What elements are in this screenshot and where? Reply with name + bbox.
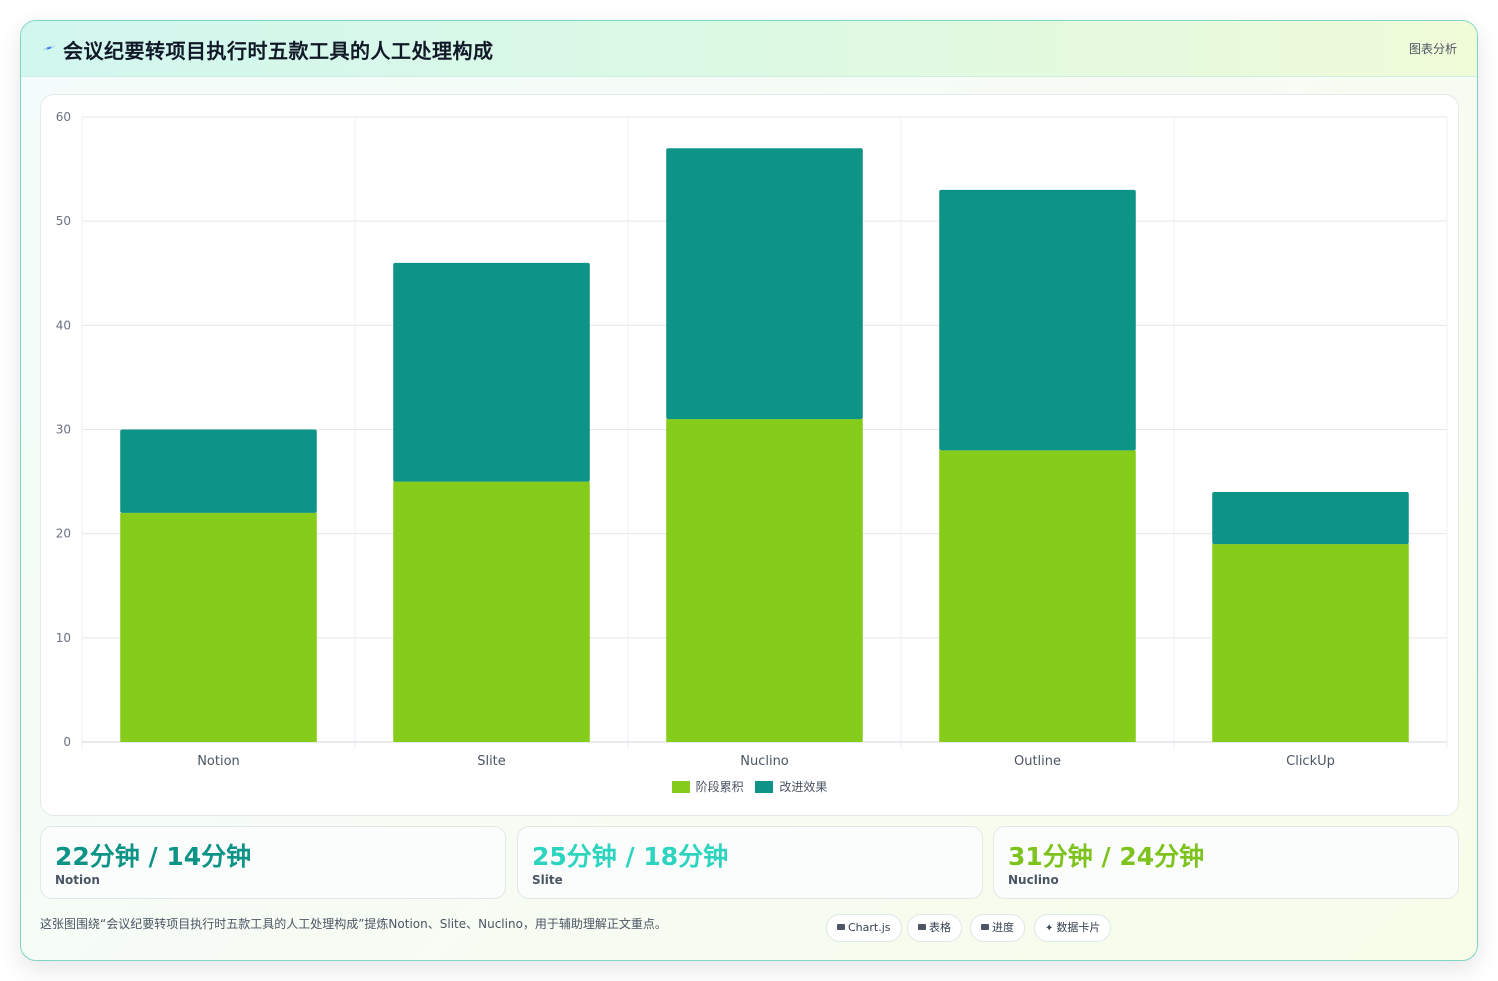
chip-label: 数据卡片 bbox=[1056, 921, 1101, 934]
stat-card-notion: 22分钟 / 14分钟 Notion bbox=[40, 826, 506, 899]
x-tick-label: Notion bbox=[197, 754, 240, 769]
stat-label: Nuclino bbox=[1008, 873, 1059, 887]
table-icon bbox=[918, 924, 926, 930]
stacked-bar-chart: 0 10 20 30 40 50 60 Notion Slite Nuclino Outline Cl… bbox=[56, 110, 1448, 769]
y-tick-label: 60 bbox=[56, 110, 71, 124]
progress-icon bbox=[981, 924, 989, 930]
bar-clickup-series-2 bbox=[1212, 492, 1409, 545]
legend-swatch bbox=[755, 781, 774, 793]
legend-label: 改进效果 bbox=[779, 780, 828, 794]
y-tick-label: 40 bbox=[56, 318, 71, 332]
x-tick-label: Outline bbox=[1014, 754, 1061, 769]
spark-icon bbox=[42, 45, 56, 51]
bar-outline-series-2 bbox=[939, 189, 1136, 451]
bar-notion-series-2 bbox=[120, 429, 317, 513]
stat-value: 25分钟 / 18分钟 bbox=[532, 842, 729, 871]
chip-chartjs[interactable]: Chart.js bbox=[826, 914, 902, 942]
chip-data-cards[interactable]: ✦ 数据卡片 bbox=[1034, 914, 1112, 942]
stat-label: Notion bbox=[55, 873, 100, 887]
y-tick-label: 50 bbox=[56, 214, 71, 228]
chip-label: Chart.js bbox=[848, 921, 891, 934]
y-tick-label: 30 bbox=[56, 423, 71, 437]
stat-card-slite: 25分钟 / 18分钟 Slite bbox=[517, 826, 983, 899]
bar-slite-series-2 bbox=[393, 262, 590, 482]
footer-note: 这张图围绕“会议纪要转项目执行时五款工具的人工处理构成”提炼Notion、Sli… bbox=[40, 917, 667, 931]
page-title: 会议纪要转项目执行时五款工具的人工处理构成 bbox=[63, 39, 494, 63]
header: 会议纪要转项目执行时五款工具的人工处理构成 图表分析 bbox=[21, 21, 1477, 77]
bar-slite-series-1 bbox=[393, 481, 590, 742]
chart-card: 0 10 20 30 40 50 60 Notion Slite Nuclino Outline Cl… bbox=[40, 94, 1459, 816]
stat-value: 22分钟 / 14分钟 bbox=[55, 842, 252, 871]
legend-swatch bbox=[671, 781, 690, 793]
bar-notion-series-1 bbox=[120, 512, 317, 742]
x-tick-label: ClickUp bbox=[1286, 754, 1335, 769]
sparkle-icon: ✦ bbox=[1045, 923, 1054, 934]
chart-legend: 阶段累积 改进效果 bbox=[41, 778, 1458, 795]
chip-label: 表格 bbox=[929, 921, 951, 934]
stat-label: Slite bbox=[532, 873, 563, 887]
stat-card-nuclino: 31分钟 / 24分钟 Nuclino bbox=[993, 826, 1459, 899]
bar-outline-series-1 bbox=[939, 450, 1136, 742]
y-tick-label: 0 bbox=[63, 735, 71, 749]
header-tag: 图表分析 bbox=[1408, 42, 1457, 56]
legend-item-series-a[interactable]: 阶段累积 bbox=[671, 778, 744, 795]
x-tick-label: Slite bbox=[477, 754, 506, 769]
bar-nuclino-series-1 bbox=[666, 419, 863, 742]
app-window: 会议纪要转项目执行时五款工具的人工处理构成 图表分析 0 10 20 30 40 50 60… bbox=[20, 20, 1478, 961]
x-tick-label: Nuclino bbox=[740, 754, 789, 769]
chip-progress[interactable]: 进度 bbox=[970, 914, 1025, 942]
chip-label: 进度 bbox=[992, 921, 1014, 934]
stat-value: 31分钟 / 24分钟 bbox=[1008, 842, 1205, 871]
chart-icon bbox=[837, 924, 845, 930]
bar-nuclino-series-2 bbox=[666, 148, 863, 420]
bar-clickup-series-1 bbox=[1212, 544, 1409, 742]
legend-label: 阶段累积 bbox=[695, 780, 744, 794]
y-tick-label: 20 bbox=[56, 527, 71, 541]
y-tick-label: 10 bbox=[56, 631, 71, 645]
legend-item-series-b[interactable]: 改进效果 bbox=[755, 778, 827, 795]
chip-table[interactable]: 表格 bbox=[907, 914, 962, 942]
